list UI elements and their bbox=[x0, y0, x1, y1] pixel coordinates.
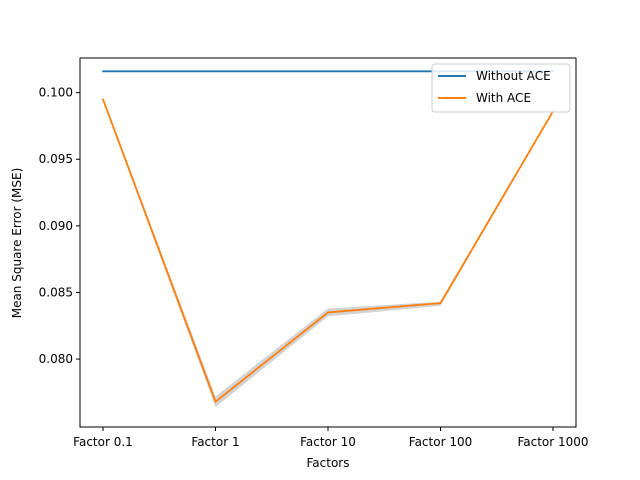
y-tick-label: 0.095 bbox=[39, 152, 73, 166]
data-point bbox=[327, 311, 329, 314]
legend-label: With ACE bbox=[476, 91, 531, 105]
x-tick-label: Factor 1 bbox=[191, 435, 239, 449]
data-point bbox=[327, 70, 329, 73]
data-point bbox=[102, 98, 104, 101]
data-point bbox=[214, 400, 217, 403]
data-point bbox=[439, 302, 442, 305]
y-tick-label: 0.090 bbox=[39, 219, 73, 233]
y-tick-label: 0.085 bbox=[39, 285, 73, 299]
x-tick-label: Factor 10 bbox=[300, 435, 356, 449]
x-axis-label: Factors bbox=[307, 456, 350, 470]
y-tick-label: 0.080 bbox=[39, 352, 73, 366]
x-tick-label: Factor 100 bbox=[409, 435, 472, 449]
y-tick-label: 0.100 bbox=[39, 86, 73, 100]
data-point bbox=[102, 70, 104, 73]
legend-box bbox=[431, 63, 571, 113]
axes: Factor 0.1 Factor 1 Factor 10 Factor 100 Fac… bbox=[39, 57, 589, 449]
y-axis-label: Mean Square Error (MSE) bbox=[10, 168, 24, 319]
x-tick-label: Factor 1000 bbox=[517, 435, 588, 449]
data-point bbox=[214, 70, 217, 73]
legend-label: Without ACE bbox=[476, 69, 551, 83]
legend: Without ACE With ACE bbox=[431, 63, 571, 113]
x-tick-label: Factor 0.1 bbox=[73, 435, 133, 449]
